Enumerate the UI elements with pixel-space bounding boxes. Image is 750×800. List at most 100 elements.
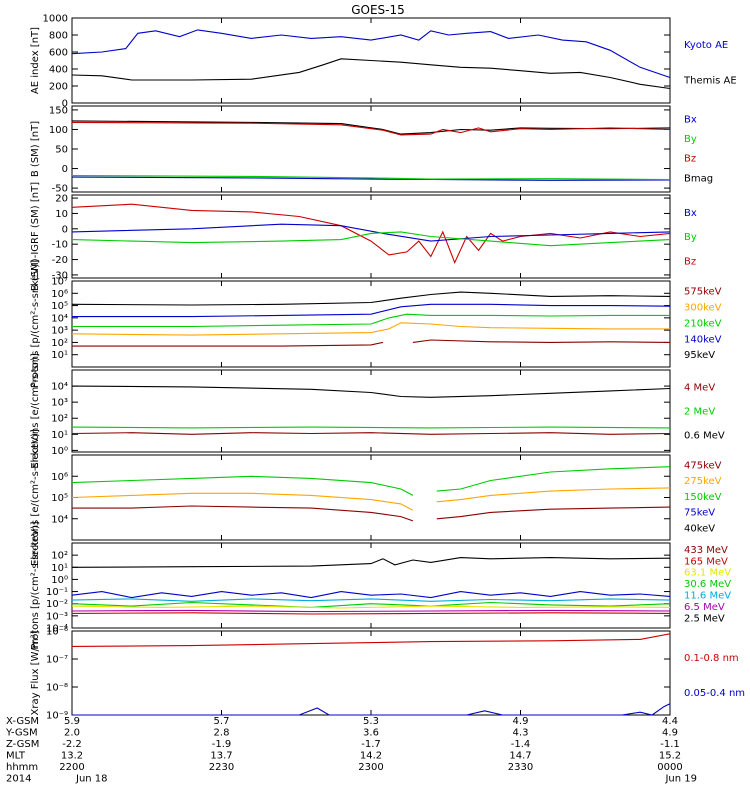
legend-entry: Bx [684,115,697,126]
y-tick-label: 10⁻³ [46,611,68,622]
panel-8: 10⁻⁹ 10⁻⁸ 10⁻⁷ 10⁻⁶ Xray Flux [W/m²] 0.1-0.8 … [30,627,745,722]
footer-value: 2230 [209,762,234,773]
ephemeris-footer: X-GSM 5.9 5.7 5.3 4.9 4.4Y-GSM 2.0 2.8 3.6 4.3 4.9… [5,716,697,785]
footer-value: 4.3 [513,728,529,739]
series-line [72,341,384,347]
legend-entry: 0.1-0.8 nm [684,653,739,664]
y-tick-label: 10² [51,414,68,425]
y-tick-label: 10³ [51,326,68,337]
series-line [71,120,671,135]
series-line [71,557,671,568]
panel-5: 10⁰ 10¹ 10² 10³ 10⁴ Electrons [e/(cm²-s-sr)] 4… [30,353,725,469]
legend-entry: 475keV [684,460,722,471]
footer-value: 15.2 [659,751,681,762]
series-line [71,385,671,398]
series-line [71,176,671,181]
legend-entry: 165 MeV [684,556,728,567]
legend-entry: 2 MeV [684,407,715,418]
footer-value: -2.2 [62,739,82,750]
y-tick-label: -50 [52,184,68,195]
legend-entry: 150keV [684,492,722,503]
series-line [412,339,671,343]
legend-entry: 11.6 MeV [684,591,731,602]
legend-entry: By [684,134,697,145]
y-tick-label: 800 [49,31,68,42]
y-tick-label: 10³ [51,398,68,409]
footer-value: -1.9 [212,739,232,750]
legend-entry: 575keV [684,287,722,298]
series-line [71,591,671,599]
y-axis-label: B (SM)-IGRF (SM) [nT] [30,182,41,291]
legend-entry: 275keV [684,476,722,487]
footer-value: 4.9 [513,716,529,727]
legend-entry: 30.6 MeV [684,579,731,590]
y-tick-label: 10⁴ [51,382,68,393]
legend-entry: 95keV [684,350,715,361]
legend-entry: 140keV [684,334,722,345]
footer-value: 3.6 [363,728,379,739]
y-tick-label: 0 [62,224,68,235]
y-tick-label: 10² [51,338,68,349]
series-line [71,175,671,181]
series-line [71,633,671,647]
series-line [71,605,671,609]
legend-entry: Themis AE [683,76,737,87]
series-line [436,487,671,503]
footer-value: 2330 [508,762,533,773]
y-tick-label: -30 [52,270,68,281]
plot-title: GOES-15 [351,3,405,17]
footer-value: 13.2 [61,751,83,762]
series-line [71,426,671,429]
series-line [72,703,671,716]
legend-entry: 300keV [684,302,722,313]
legend-entry: 0.05-0.4 nm [684,688,745,699]
y-tick-label: 10¹ [51,350,68,361]
panel-3: -30 -20 -10 0 10 20 B (SM)-IGRF (SM) [nT] Bx By B… [30,182,697,291]
footer-value: 4.4 [662,716,678,727]
legend-entry: Kyoto AE [684,40,728,51]
panel-frame [71,454,671,541]
series-line [71,223,671,242]
y-tick-label: 10⁻² [46,599,68,610]
panel-frame [71,542,671,629]
y-tick-label: 400 [49,65,68,76]
y-tick-label: 10⁻⁹ [46,711,68,722]
y-tick-label: 10² [51,551,68,562]
y-axis-label: AE index [nT] [30,27,41,94]
y-tick-label: 10⁻¹ [46,587,68,598]
legend-entry: 75keV [684,508,715,519]
y-tick-label: 10⁻⁸ [46,683,68,694]
series-line [71,231,671,247]
y-axis-label: Xray Flux [W/m²] [30,630,41,715]
legend-entry: Bz [684,257,696,268]
series-line [71,322,670,336]
series-line [71,609,671,613]
y-axis-label: Electrons [e/(cm²-s-sr)] [30,353,41,469]
legend-entry: By [684,232,697,243]
y-tick-label: 0 [62,99,68,110]
legend-entry: 0.6 MeV [684,431,725,442]
y-tick-label: 10⁵ [51,301,68,312]
y-tick-label: 10⁰ [51,575,68,586]
series-line [72,303,671,318]
series-line [71,121,671,136]
series-line [71,612,671,615]
footer-value: 13.7 [210,751,232,762]
y-axis-label: Electrons [e/(cm²-s-sr-keV)] [30,429,41,566]
y-tick-label: 10⁻⁷ [46,655,68,666]
legend-entry: 63.1 MeV [684,568,731,579]
legend-entry: 40keV [684,523,715,534]
y-tick-label: -10 [52,240,68,251]
y-tick-label: 10⁻⁶ [46,627,68,638]
series-line [71,291,671,306]
footer-row-label: 2014 [6,774,31,785]
y-tick-label: 10¹ [51,563,68,574]
legend-entry: 4 MeV [684,383,715,394]
y-tick-label: 200 [49,82,68,93]
footer-value: 0000 [657,762,682,773]
footer-row-label: Y-GSM [5,728,38,739]
